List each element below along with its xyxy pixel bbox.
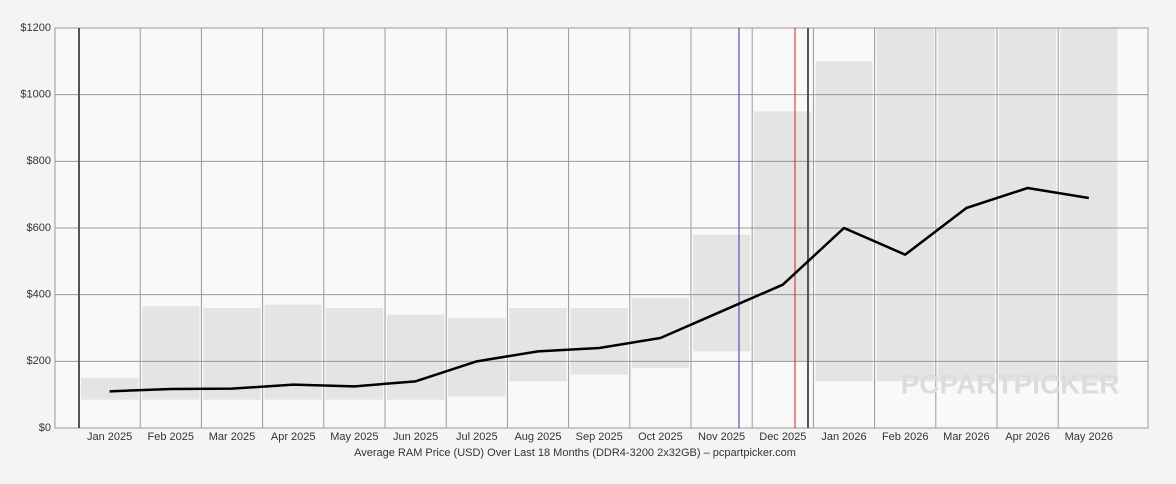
x-tick-label: Apr 2025 bbox=[271, 431, 316, 443]
average-price-line bbox=[109, 186, 1090, 393]
x-tick-label: Feb 2026 bbox=[882, 431, 928, 443]
x-tick-label: Sep 2025 bbox=[576, 431, 623, 443]
y-tick-label: $400 bbox=[27, 289, 51, 301]
price-range bbox=[570, 308, 628, 375]
x-tick-label: Jan 2025 bbox=[87, 431, 132, 443]
x-axis-label: Average RAM Price (USD) Over Last 18 Mon… bbox=[354, 447, 796, 459]
price-range bbox=[1060, 28, 1118, 382]
price-range bbox=[631, 298, 689, 368]
x-tick-label: Oct 2025 bbox=[638, 431, 683, 443]
y-tick-label: $600 bbox=[27, 222, 51, 234]
price-range bbox=[754, 111, 812, 362]
price-range bbox=[509, 308, 567, 382]
x-tick-label: May 2026 bbox=[1065, 431, 1113, 443]
price-range bbox=[142, 306, 200, 400]
x-tick-label: Feb 2025 bbox=[148, 431, 194, 443]
price-range bbox=[387, 314, 445, 400]
watermark: PCPARTPICKER bbox=[901, 368, 1120, 399]
x-tick-label: Mar 2026 bbox=[943, 431, 989, 443]
grid-layer bbox=[55, 27, 1148, 429]
y-tick-label: $200 bbox=[27, 355, 51, 367]
x-tick-label: May 2025 bbox=[330, 431, 378, 443]
x-tick-label: Dec 2025 bbox=[759, 431, 806, 443]
y-tick-label: $1000 bbox=[20, 89, 51, 101]
price-range bbox=[876, 28, 934, 382]
y-tick-label: $1200 bbox=[20, 22, 51, 34]
y-tick-label: $0 bbox=[39, 422, 51, 434]
price-range bbox=[203, 308, 261, 400]
price-range bbox=[937, 28, 995, 382]
line-layer bbox=[109, 186, 1090, 393]
x-tick-label: Apr 2026 bbox=[1005, 431, 1050, 443]
x-tick-label: Aug 2025 bbox=[514, 431, 561, 443]
price-range bbox=[999, 28, 1057, 382]
range-layer bbox=[81, 28, 1118, 400]
x-tick-label: Nov 2025 bbox=[698, 431, 745, 443]
y-tick-label: $800 bbox=[27, 155, 51, 167]
x-tick-label: Mar 2025 bbox=[209, 431, 255, 443]
x-tick-label: Jun 2025 bbox=[393, 431, 438, 443]
price-range bbox=[815, 61, 873, 382]
price-range bbox=[693, 234, 751, 352]
price-range bbox=[81, 378, 139, 400]
x-tick-label: Jul 2025 bbox=[456, 431, 498, 443]
x-tick-label: Jan 2026 bbox=[821, 431, 866, 443]
